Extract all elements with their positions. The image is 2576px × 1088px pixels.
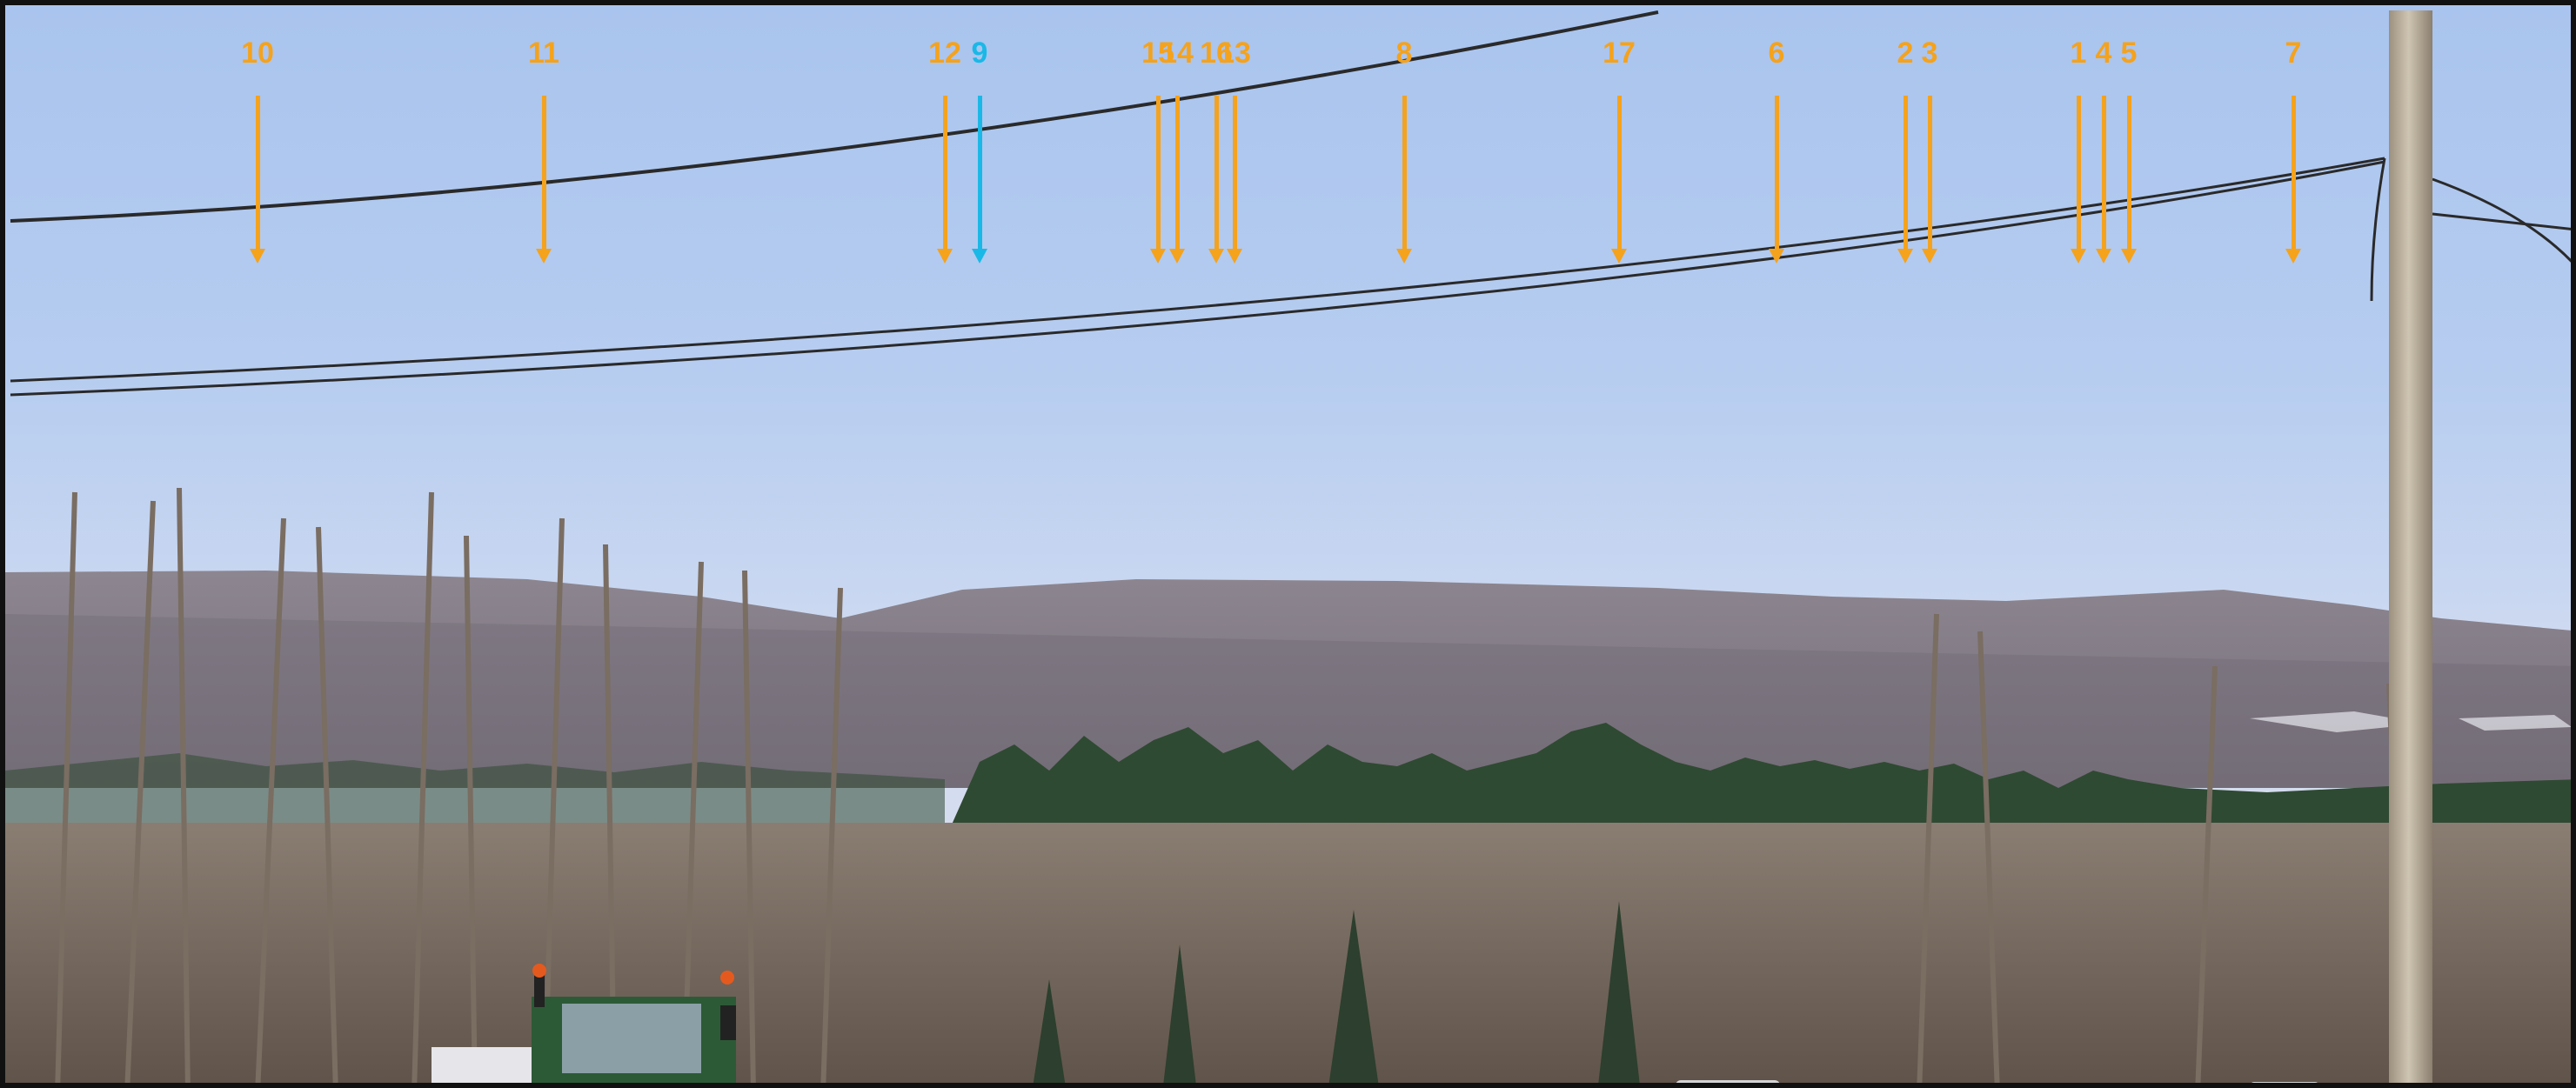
down-arrow-shaft bbox=[1774, 96, 1779, 250]
marker-label: 7 bbox=[2285, 37, 2302, 70]
down-arrow-icon bbox=[1611, 249, 1627, 264]
lower-power-line-2 bbox=[10, 160, 2385, 397]
marker-label: 1 bbox=[2070, 37, 2087, 70]
upper-power-line bbox=[10, 10, 1659, 223]
marker-label: 10 bbox=[241, 37, 274, 70]
down-arrow-shaft bbox=[1903, 96, 1908, 250]
down-arrow-icon bbox=[937, 249, 953, 264]
down-arrow-shaft bbox=[942, 96, 947, 250]
marker-label: 3 bbox=[1921, 37, 1938, 70]
down-arrow-shaft bbox=[1232, 96, 1237, 250]
foreground-trees bbox=[5, 823, 2571, 1083]
distant-ridge bbox=[5, 571, 2571, 788]
tractor bbox=[432, 964, 736, 1083]
down-arrow-shaft bbox=[1616, 96, 1622, 250]
down-arrow-shaft bbox=[1214, 96, 1219, 250]
dark-conifers-foreground bbox=[1033, 901, 1640, 1083]
utility-pole bbox=[2389, 10, 2432, 1083]
down-arrow-icon bbox=[1150, 249, 1166, 264]
marker-label: 4 bbox=[2095, 37, 2112, 70]
down-arrow-icon bbox=[250, 249, 265, 264]
down-arrow-shaft bbox=[255, 96, 260, 250]
down-arrow-icon bbox=[1208, 249, 1224, 264]
marker-label: 16 bbox=[1200, 37, 1233, 70]
down-arrow-icon bbox=[536, 249, 552, 264]
down-arrow-shaft bbox=[1155, 96, 1161, 250]
down-arrow-icon bbox=[2285, 249, 2301, 264]
marker-label: 13 bbox=[1218, 37, 1251, 70]
lower-power-line-1 bbox=[10, 157, 2385, 383]
marker-label: 5 bbox=[2120, 37, 2138, 70]
down-arrow-icon bbox=[1169, 249, 1185, 264]
down-arrow-icon bbox=[2071, 249, 2086, 264]
down-arrow-icon bbox=[2096, 249, 2111, 264]
marker-label: 15 bbox=[1141, 37, 1174, 70]
down-arrow-icon bbox=[972, 249, 987, 264]
power-lines bbox=[10, 10, 2571, 397]
marker-label: 2 bbox=[1897, 37, 1914, 70]
down-arrow-icon bbox=[1922, 249, 1937, 264]
marker-label: 9 bbox=[971, 37, 988, 70]
marker-label: 14 bbox=[1161, 37, 1194, 70]
down-arrow-shaft bbox=[1174, 96, 1180, 250]
down-arrow-icon bbox=[1227, 249, 1242, 264]
down-arrow-shaft bbox=[2076, 96, 2081, 250]
down-arrow-shaft bbox=[2126, 96, 2131, 250]
down-arrow-icon bbox=[1897, 249, 1913, 264]
down-arrow-shaft bbox=[2291, 96, 2296, 250]
down-arrow-icon bbox=[2121, 249, 2137, 264]
down-arrow-shaft bbox=[1402, 96, 1407, 250]
down-arrow-shaft bbox=[1927, 96, 1932, 250]
parked-vehicles bbox=[1676, 1080, 2318, 1083]
down-arrow-icon bbox=[1396, 249, 1412, 264]
marker-label: 11 bbox=[528, 37, 559, 70]
landscape-illustration bbox=[5, 10, 2571, 1083]
down-arrow-shaft bbox=[977, 96, 982, 250]
down-arrow-shaft bbox=[2101, 96, 2106, 250]
marker-label: 6 bbox=[1768, 37, 1785, 70]
down-arrow-shaft bbox=[541, 96, 546, 250]
marker-label: 12 bbox=[928, 37, 961, 70]
down-arrow-icon bbox=[1769, 249, 1784, 264]
marker-label: 8 bbox=[1395, 37, 1413, 70]
marker-label: 17 bbox=[1602, 37, 1636, 70]
